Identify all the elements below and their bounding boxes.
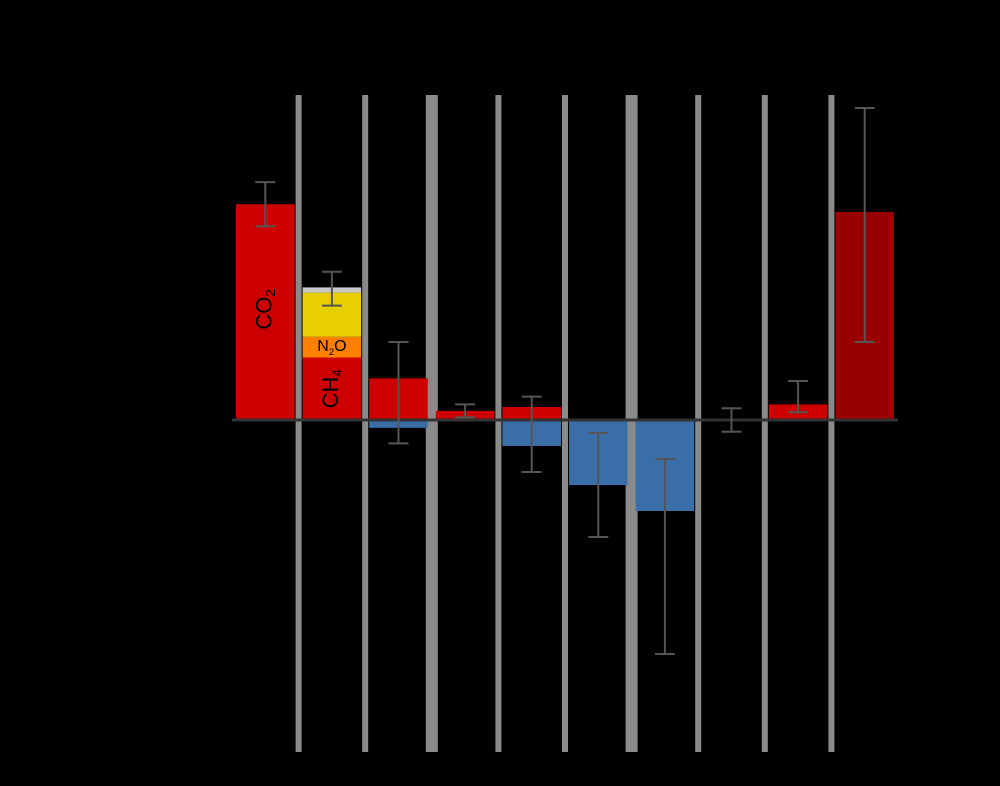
column-divider-5	[562, 95, 568, 752]
bars	[236, 204, 894, 511]
column-divider-9	[828, 95, 835, 752]
label-n2o: N2O	[317, 338, 346, 357]
error-bar-c7	[654, 458, 675, 655]
error-bar-c6	[588, 432, 609, 538]
error-bar-c9	[788, 380, 809, 414]
error-bar-other_ghg	[321, 270, 342, 307]
label-ch4: CH4	[318, 369, 345, 408]
column-divider-8	[761, 95, 768, 752]
error-bar-co2	[255, 181, 276, 228]
column-divider-1	[295, 95, 302, 752]
error-bar-total	[854, 107, 875, 343]
column-divider-2	[362, 95, 369, 752]
column-divider-7	[695, 95, 702, 752]
column-divider-4	[495, 95, 502, 752]
label-co2: CO2	[251, 289, 278, 329]
error-bar-c3	[388, 341, 409, 445]
error-bar-c4	[455, 403, 476, 419]
bar-co2-segment-0	[236, 204, 295, 420]
column-dividers	[295, 95, 835, 752]
error-bars	[255, 107, 875, 655]
bar-other_ghg-segment-1	[302, 336, 362, 358]
bar-labels: CO2 N2O CH4	[251, 289, 346, 408]
bar-other_ghg-segment-0	[302, 357, 362, 420]
column-divider-6	[625, 95, 638, 752]
error-bar-c5	[521, 395, 542, 473]
column-divider-3	[425, 95, 438, 752]
error-bar-c8	[721, 407, 742, 433]
